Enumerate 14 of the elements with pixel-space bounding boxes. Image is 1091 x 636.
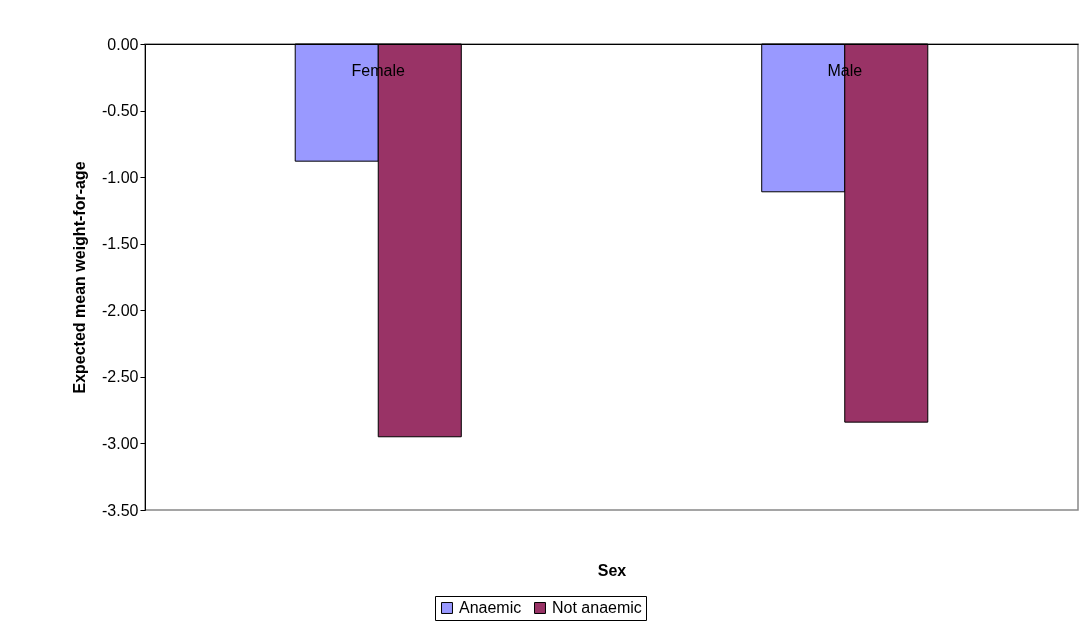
y-tick-label: -3.50 bbox=[102, 501, 139, 519]
x-tick-label: Male bbox=[827, 61, 863, 79]
x-tick-label: Female bbox=[351, 61, 406, 79]
legend-label: Anaemic bbox=[459, 599, 522, 616]
x-axis-title: Sex bbox=[597, 561, 627, 579]
y-tick-label: 0.00 bbox=[107, 35, 139, 53]
y-tick-label: -3.00 bbox=[102, 434, 139, 452]
y-tick-label: -1.50 bbox=[102, 235, 139, 253]
y-tick-label: -0.50 bbox=[102, 102, 139, 120]
y-axis-title: Expected mean weight-for-age bbox=[71, 161, 89, 394]
y-tick-label: -1.00 bbox=[102, 168, 139, 186]
y-tick-label: -2.00 bbox=[102, 301, 139, 319]
y-tick-label: -2.50 bbox=[102, 368, 139, 386]
legend-label: Not anaemic bbox=[552, 599, 642, 616]
